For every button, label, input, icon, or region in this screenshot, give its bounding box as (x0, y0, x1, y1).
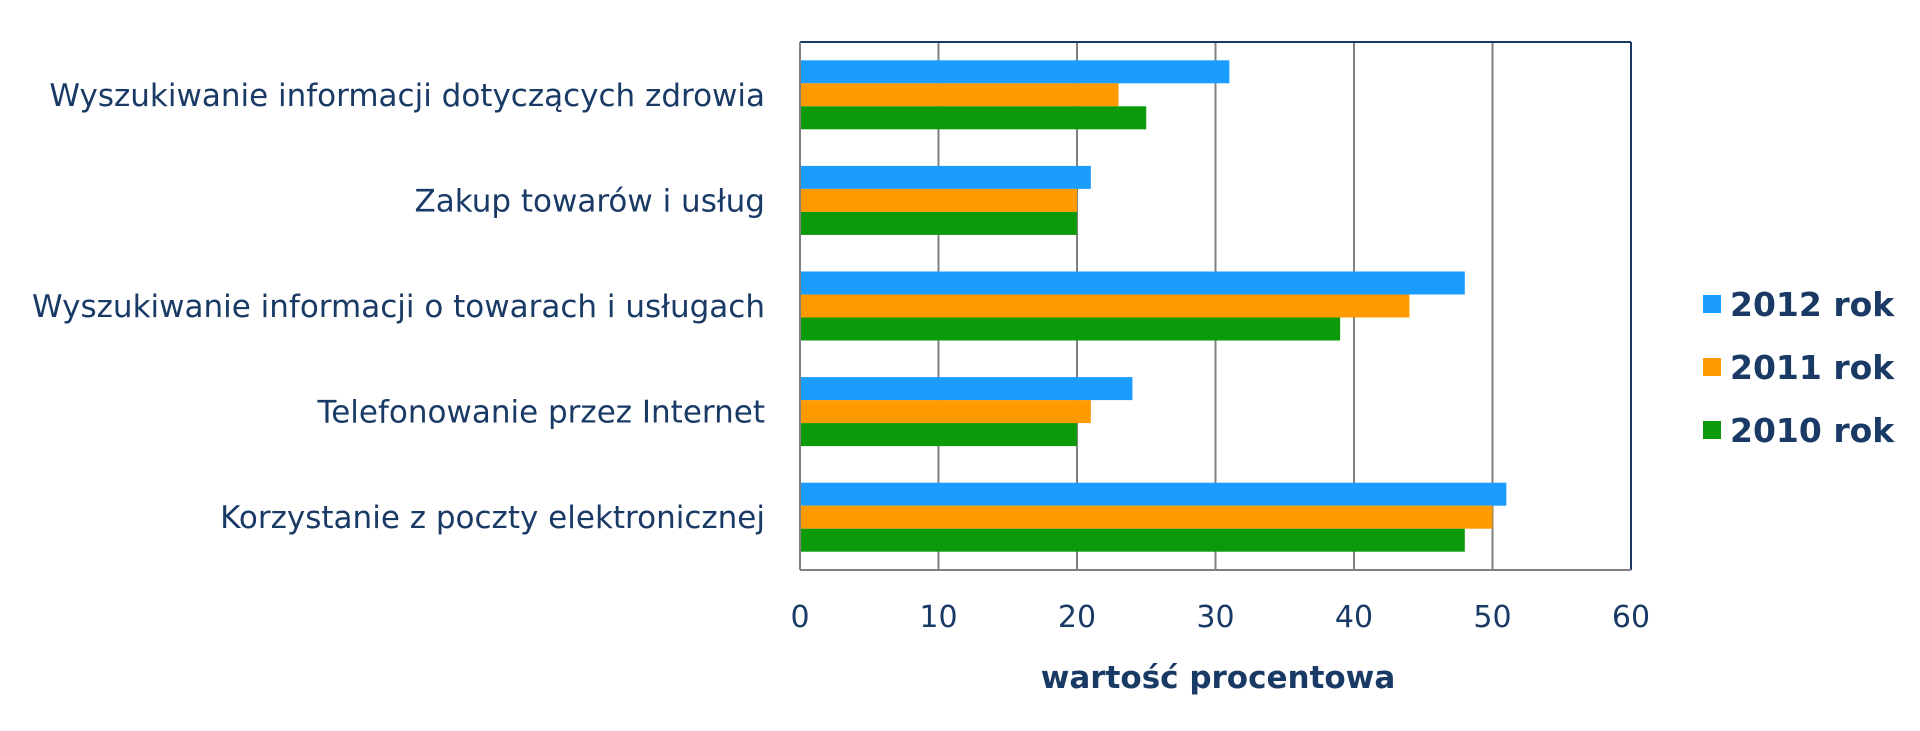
x-tick-labels: 0 10 20 30 40 50 60 (790, 600, 1650, 635)
bar-2012-rok-4 (800, 482, 1507, 506)
bar-2012-rok-3 (800, 377, 1133, 401)
x-tick-label-20: 20 (1058, 600, 1096, 635)
bar-2011-rok-4 (800, 505, 1493, 529)
legend-label-2012-rok: 2012 rok (1730, 285, 1895, 324)
x-tick-label-0: 0 (790, 600, 809, 635)
legend: 2012 rok 2011 rok 2010 rok (1703, 285, 1895, 450)
legend-swatch-2012-rok (1703, 295, 1721, 313)
bar-2011-rok-3 (800, 400, 1091, 424)
legend-swatch-2010-rok (1703, 421, 1721, 439)
x-tick-label-30: 30 (1196, 600, 1234, 635)
bar-2012-rok-2 (800, 271, 1465, 295)
category-label-0: Wyszukiwanie informacji dotyczących zdro… (49, 78, 765, 114)
bar-2012-rok-1 (800, 165, 1091, 189)
legend-label-2011-rok: 2011 rok (1730, 348, 1895, 387)
category-label-2: Wyszukiwanie informacji o towarach i usł… (32, 289, 765, 325)
bar-2010-rok-1 (800, 211, 1077, 235)
legend-label-2010-rok: 2010 rok (1730, 411, 1895, 450)
bar-2010-rok-4 (800, 528, 1465, 552)
category-labels: Wyszukiwanie informacji dotyczących zdro… (32, 78, 765, 536)
bar-2011-rok-0 (800, 83, 1119, 107)
bar-2010-rok-3 (800, 423, 1077, 447)
bars (800, 60, 1507, 552)
category-label-4: Korzystanie z poczty elektronicznej (220, 500, 765, 536)
bar-2010-rok-0 (800, 106, 1147, 130)
x-tick-label-50: 50 (1473, 600, 1511, 635)
plot-frame (799, 41, 1632, 571)
bar-2012-rok-0 (800, 60, 1230, 84)
category-label-3: Telefonowanie przez Internet (317, 395, 765, 431)
x-tick-label-40: 40 (1335, 600, 1373, 635)
bar-2010-rok-2 (800, 317, 1341, 341)
x-axis-title: wartość procentowa (1041, 660, 1396, 696)
bar-2011-rok-2 (800, 294, 1410, 318)
legend-swatch-2011-rok (1703, 358, 1721, 376)
category-label-1: Zakup towarów i usług (414, 183, 765, 219)
x-tick-label-10: 10 (919, 600, 957, 635)
x-tick-label-60: 60 (1612, 600, 1650, 635)
bar-2011-rok-1 (800, 188, 1077, 212)
